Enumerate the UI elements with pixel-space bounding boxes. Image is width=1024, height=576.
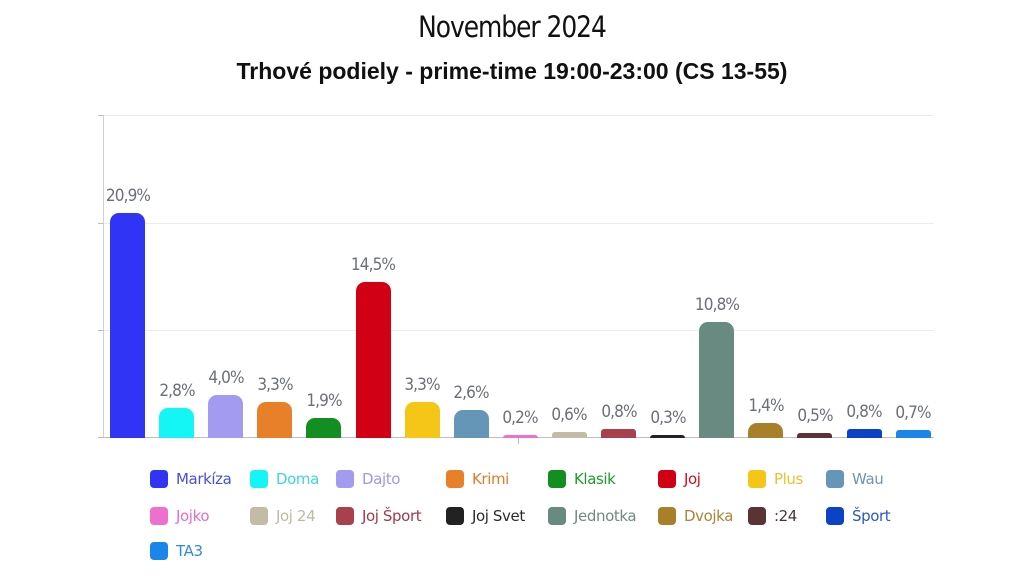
bar	[306, 417, 342, 438]
bar	[404, 402, 440, 438]
legend-swatch-icon	[150, 507, 168, 525]
legend-label: Doma	[276, 470, 319, 488]
legend-swatch-icon	[748, 507, 766, 525]
value-label: 0,8%	[846, 402, 882, 423]
y-tick	[98, 437, 103, 438]
y-tick	[98, 115, 103, 116]
gridline	[103, 115, 934, 116]
legend-swatch-icon	[658, 470, 676, 488]
legend-item[interactable]: Dajto	[336, 467, 400, 491]
x-tick	[518, 438, 519, 444]
value-label: 2,6%	[453, 383, 490, 403]
legend-swatch-icon	[548, 470, 566, 488]
legend-swatch-icon	[336, 470, 354, 488]
value-label: 0,3%	[649, 407, 686, 428]
legend-swatch-icon	[250, 470, 268, 488]
bar	[208, 394, 244, 438]
value-label: 1,4%	[748, 395, 784, 416]
legend-label: Joj 24	[276, 507, 316, 525]
bar	[159, 407, 195, 438]
legend-label: Dajto	[362, 470, 400, 488]
legend-label: Markíza	[176, 470, 232, 488]
legend-swatch-icon	[250, 507, 268, 525]
legend-label: Krimi	[472, 470, 509, 488]
legend-swatch-icon	[548, 507, 566, 525]
legend-label: Joj	[684, 470, 701, 488]
legend-label: :24	[774, 507, 797, 525]
y-tick	[98, 330, 103, 331]
legend-item[interactable]: Joj	[658, 467, 701, 491]
legend-item[interactable]: Klasik	[548, 467, 616, 491]
value-label: 1,9%	[306, 390, 342, 411]
bar	[699, 321, 735, 438]
value-label: 0,8%	[600, 402, 637, 423]
legend-swatch-icon	[336, 507, 354, 525]
value-label: 10,8%	[694, 294, 740, 315]
bar	[502, 435, 538, 438]
plot-area: 20,9% 2,8% 4,0% 3,3% 1,9% 14,5% 3,3% 2,6% 0,2% 0,…	[98, 115, 934, 444]
bar	[748, 422, 784, 438]
bar	[551, 431, 587, 438]
value-label: 0,2%	[502, 408, 539, 428]
legend-swatch-icon	[826, 470, 844, 488]
legend-item[interactable]: :24	[748, 504, 797, 528]
value-label: 20,9%	[105, 185, 150, 206]
bar	[895, 430, 931, 438]
chart-subtitle: Trhové podiely - prime-time 19:00-23:00 …	[236, 58, 788, 84]
legend-item[interactable]: Dvojka	[658, 504, 733, 528]
bar	[355, 281, 391, 438]
legend-label: Dvojka	[684, 507, 733, 525]
gridline	[103, 223, 934, 224]
legend-item[interactable]: Šport	[826, 504, 891, 528]
legend-swatch-icon	[446, 470, 464, 488]
legend-swatch-icon	[748, 470, 766, 488]
legend-swatch-icon	[150, 542, 168, 560]
legend-item[interactable]: Joj 24	[250, 504, 316, 528]
legend-label: Šport	[852, 507, 891, 525]
y-axis	[103, 115, 104, 438]
legend-swatch-icon	[446, 507, 464, 525]
value-label: 0,6%	[551, 404, 588, 425]
legend-label: Joj Svet	[472, 507, 525, 525]
legend-item[interactable]: Joj Šport	[336, 504, 422, 528]
bar	[453, 410, 489, 438]
legend-item[interactable]: Wau	[826, 467, 884, 491]
value-label: 3,3%	[257, 375, 293, 396]
value-label: 3,3%	[404, 375, 440, 396]
legend-label: Klasik	[574, 470, 616, 488]
legend-label: Jednotka	[574, 507, 637, 525]
legend-item[interactable]: Joj Svet	[446, 504, 525, 528]
value-label: 0,7%	[895, 403, 931, 424]
bar	[110, 212, 145, 438]
value-label: 4,0%	[208, 367, 244, 388]
legend-item[interactable]: Plus	[748, 467, 803, 491]
bar	[846, 429, 882, 438]
bar	[257, 402, 293, 438]
legend-item[interactable]: Jojko	[150, 504, 210, 528]
value-label: 14,5%	[350, 254, 396, 275]
legend-item[interactable]: Jednotka	[548, 504, 637, 528]
legend-label: Joj Šport	[362, 507, 422, 525]
legend-item[interactable]: Krimi	[446, 467, 509, 491]
legend-swatch-icon	[150, 470, 168, 488]
bar	[650, 434, 686, 438]
legend-label: Jojko	[176, 507, 210, 525]
legend-item[interactable]: Doma	[250, 467, 319, 491]
legend-swatch-icon	[658, 507, 676, 525]
chart-title: November 2024	[418, 10, 607, 44]
value-label: 0,5%	[797, 405, 833, 426]
legend-item[interactable]: TA3	[150, 539, 203, 563]
value-label: 2,8%	[158, 380, 195, 401]
legend-label: Wau	[852, 470, 884, 488]
legend-label: TA3	[176, 542, 203, 560]
legend-item[interactable]: Markíza	[150, 467, 232, 491]
legend-swatch-icon	[826, 507, 844, 525]
bar	[601, 429, 636, 438]
legend-label: Plus	[774, 470, 803, 488]
gridline	[103, 330, 934, 331]
bar	[797, 432, 833, 438]
y-tick	[98, 223, 103, 224]
